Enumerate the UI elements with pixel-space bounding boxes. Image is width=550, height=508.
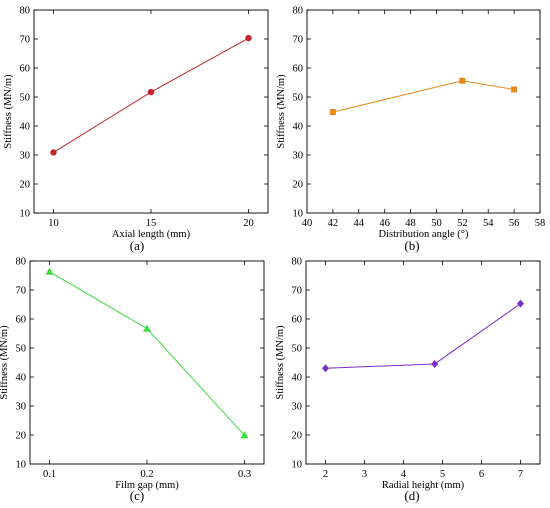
- y-tick-label: 50: [292, 344, 303, 355]
- x-tick-label: 6: [479, 469, 484, 480]
- y-tick-label: 60: [20, 64, 31, 75]
- x-tick-label: 3: [362, 469, 367, 480]
- panel-label: (c): [130, 488, 144, 503]
- data-point: [50, 149, 57, 156]
- y-tick-label: 20: [20, 180, 31, 191]
- y-tick-label: 20: [292, 431, 303, 442]
- x-tick-label: 40: [302, 218, 313, 229]
- y-tick-label: 40: [292, 373, 303, 384]
- x-axis-label: Radial height (mm): [382, 480, 465, 491]
- y-tick-label: 30: [16, 402, 27, 413]
- x-tick-label: 44: [354, 218, 365, 229]
- y-tick-label: 40: [20, 122, 31, 133]
- plot-frame: [29, 260, 265, 465]
- y-tick-label: 40: [16, 373, 27, 384]
- x-tick-label: 0.3: [238, 469, 251, 480]
- x-tick-label: 48: [405, 218, 416, 229]
- x-axis-label: Distribution angle (°): [379, 229, 469, 240]
- y-tick-label: 20: [293, 180, 304, 191]
- y-axis-label: Stiffness (MN/m): [0, 325, 10, 400]
- y-axis-label: Stiffness (MN/m): [3, 74, 14, 149]
- y-tick-label: 50: [20, 93, 31, 104]
- x-tick-label: 0.2: [140, 469, 153, 480]
- data-point: [245, 34, 252, 42]
- data-point: [511, 86, 518, 93]
- y-tick-label: 60: [293, 64, 304, 75]
- x-tick-label: 50: [431, 218, 442, 229]
- series-line: [325, 303, 521, 369]
- y-tick-label: 20: [16, 431, 27, 442]
- series-line: [49, 271, 245, 436]
- y-tick-label: 70: [16, 286, 27, 297]
- y-tick-label: 30: [20, 151, 31, 162]
- y-axis-label: Stiffness (MN/m): [276, 74, 287, 149]
- panel-label: (a): [130, 238, 144, 253]
- y-tick-label: 60: [16, 315, 27, 326]
- panel-c: 0.1 0.2 0.3 10 20 30 40 50 60 70 80 Film gap (mm) St…: [0, 257, 265, 503]
- x-tick-label: 52: [457, 218, 468, 229]
- data-point: [143, 324, 151, 332]
- data-point: [517, 299, 524, 308]
- x-tick-label: 2: [323, 469, 328, 480]
- series-line: [332, 80, 515, 113]
- y-tick-label: 50: [16, 344, 27, 355]
- x-axis-label: Axial length (mm): [112, 229, 191, 240]
- y-tick-label: 10: [20, 209, 31, 220]
- panel-a: 10 15 20 10 20 30 40 50 60 70 80 Axial length (mm) S…: [3, 6, 269, 253]
- data-point: [147, 88, 155, 96]
- panel-label: (b): [404, 238, 419, 253]
- x-tick-label: 20: [243, 218, 254, 229]
- data-point: [322, 364, 329, 373]
- y-tick-label: 10: [16, 460, 27, 471]
- panel-label: (d): [404, 488, 419, 503]
- x-tick-label: 46: [379, 218, 390, 229]
- plot-frame: [305, 260, 541, 465]
- x-tick-label: 15: [146, 218, 157, 229]
- y-tick-label: 80: [16, 257, 27, 268]
- plot-frame: [306, 9, 541, 214]
- y-tick-label: 80: [293, 6, 304, 17]
- y-tick-label: 30: [293, 151, 304, 162]
- y-tick-label: 10: [293, 209, 304, 220]
- panel-d: 2 3 4 5 6 7 10 20 30 40 50 60 70 80 Radial height (mm)…: [275, 257, 541, 503]
- x-tick-label: 5: [440, 469, 445, 480]
- y-tick-label: 70: [20, 35, 31, 46]
- y-tick-label: 40: [293, 122, 304, 133]
- x-tick-label: 7: [518, 469, 523, 480]
- x-tick-label: 54: [483, 218, 494, 229]
- x-tick-label: 58: [535, 218, 546, 229]
- x-tick-label: 56: [509, 218, 520, 229]
- panel-b: 40 42 44 46 48 50 52 54 56 58 10 20 30 40 50 60 70 80 Dist…: [276, 6, 545, 254]
- x-tick-label: 0.1: [43, 469, 56, 480]
- data-point: [431, 359, 439, 368]
- y-tick-label: 70: [292, 286, 303, 297]
- data-point: [45, 267, 54, 275]
- x-axis-label: Film gap (mm): [115, 480, 179, 491]
- y-axis-label: Stiffness (MN/m): [275, 325, 286, 400]
- y-tick-label: 80: [20, 6, 31, 17]
- y-tick-label: 60: [292, 315, 303, 326]
- y-tick-label: 30: [292, 402, 303, 413]
- y-tick-label: 50: [293, 93, 304, 104]
- data-point: [240, 431, 249, 439]
- y-tick-label: 80: [292, 257, 303, 268]
- x-tick-label: 4: [401, 469, 407, 480]
- x-tick-label: 10: [48, 218, 59, 229]
- x-tick-label: 42: [328, 218, 339, 229]
- data-point: [459, 77, 466, 84]
- plot-frame: [33, 9, 269, 214]
- y-tick-label: 10: [292, 460, 303, 471]
- y-tick-label: 70: [293, 35, 304, 46]
- data-point: [329, 109, 336, 116]
